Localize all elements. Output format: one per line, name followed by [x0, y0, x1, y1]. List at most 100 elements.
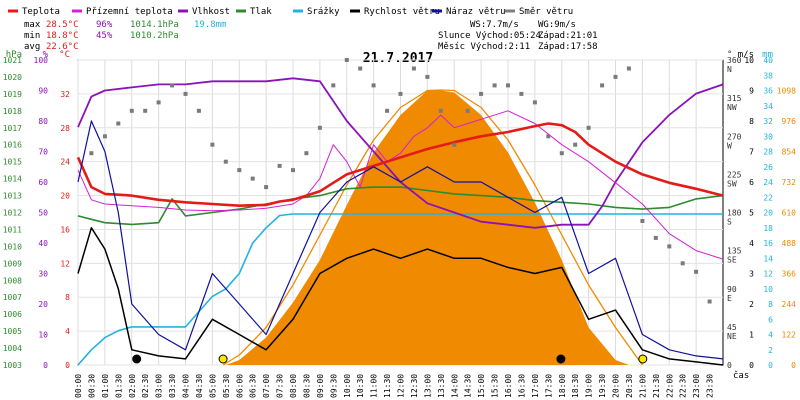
direction-axis-tick: NE	[727, 332, 737, 341]
rain-axis-tick: 24	[763, 178, 773, 187]
wind-direction-point	[156, 100, 161, 105]
time-tick-label: 07:30	[276, 374, 285, 398]
temperature-axis-tick: 4	[65, 327, 70, 336]
time-tick-label: 01:30	[114, 374, 123, 398]
wind-direction-point	[277, 163, 282, 168]
temperature-axis-tick: 8	[65, 293, 70, 302]
time-tick-label: 20:30	[625, 374, 634, 398]
humidity-axis-tick: 30	[38, 270, 48, 279]
time-tick-label: 18:00	[558, 374, 567, 398]
wind-direction-point	[371, 83, 376, 88]
time-tick-label: 21:30	[652, 374, 661, 398]
rain-axis-unit: mm	[762, 50, 773, 60]
solar-layer	[222, 89, 643, 366]
wind-gust-info: WG:9m/s	[538, 20, 576, 30]
time-tick-label: 11:30	[383, 374, 392, 398]
wind-axis-tick: 0	[749, 361, 754, 370]
direction-axis-tick: 225	[727, 170, 742, 179]
time-tick-label: 17:00	[531, 374, 540, 398]
wind-direction-point	[573, 142, 578, 147]
wind-axis-tick: 2	[749, 300, 754, 309]
temperature-axis-tick: 28	[60, 124, 70, 133]
direction-axis-tick: 135	[727, 247, 742, 256]
temperature-layer	[76, 122, 724, 207]
time-tick-label: 13:00	[423, 374, 432, 398]
solar-radiation-area	[225, 90, 629, 365]
pressure-axis-tick: 1015	[3, 158, 22, 167]
time-tick-label: 07:00	[262, 374, 271, 398]
rain-axis-tick: 6	[768, 315, 773, 324]
solar-axis-tick: 366	[782, 270, 797, 279]
solar-axis-tick: 854	[782, 148, 797, 157]
time-tick-label: 08:00	[289, 374, 298, 398]
rain-axis-tick: 14	[763, 254, 773, 263]
pressure-axis-tick: 1004	[3, 344, 22, 353]
temperature-axis-tick: 0	[65, 361, 70, 370]
wind-direction-point	[116, 121, 121, 126]
wind-direction-point	[653, 235, 658, 240]
solar-axis-tick: 1098	[777, 87, 796, 96]
wind-direction-point	[438, 108, 443, 113]
wind-direction-point	[519, 91, 524, 96]
wind-direction-point	[183, 91, 188, 96]
stat-avg-temp: 22.6°C	[46, 42, 79, 52]
time-tick-label: 02:30	[141, 374, 150, 398]
pressure-axis-tick: 1003	[3, 361, 22, 370]
solar-axis-tick: 732	[782, 178, 797, 187]
humidity-axis-tick: 100	[34, 56, 49, 65]
pressure-axis-tick: 1019	[3, 90, 22, 99]
humidity-axis-tick: 0	[43, 361, 48, 370]
wind-direction-point	[237, 168, 242, 173]
stat-avg-label: avg	[24, 42, 40, 52]
time-tick-label: 08:30	[302, 374, 311, 398]
solar-axis-tick: 0	[791, 361, 796, 370]
wind-axis-unit: m/s	[738, 50, 754, 60]
solar-axis-tick: 488	[782, 239, 797, 248]
time-tick-label: 23:00	[692, 374, 701, 398]
pressure-axis-tick: 1009	[3, 259, 22, 268]
time-tick-label: 06:30	[249, 374, 258, 398]
time-tick-label: 00:00	[74, 374, 83, 398]
time-tick-label: 20:00	[612, 374, 621, 398]
info-panel: WS:7.7m/s WG:9m/s Slunce Východ:05:24 Zá…	[438, 20, 598, 52]
wind-axis-tick: 9	[749, 87, 754, 96]
time-tick-label: 11:00	[370, 374, 379, 398]
solar-max-line	[222, 89, 643, 366]
wind-direction-point	[385, 108, 390, 113]
pressure-layer	[77, 186, 724, 226]
temperature-axis-tick: 20	[60, 192, 70, 201]
time-tick-label: 23:30	[706, 374, 715, 398]
rain-line	[77, 213, 723, 366]
pressure-axis-tick: 1021	[3, 56, 22, 65]
direction-axis-tick: SW	[727, 179, 737, 188]
wind-direction-point	[452, 142, 457, 147]
wind-direction-point	[667, 244, 672, 249]
rain-axis-tick: 30	[763, 132, 773, 141]
rain-axis-tick: 34	[763, 102, 773, 111]
time-tick-label: 04:00	[182, 374, 191, 398]
pressure-axis-tick: 1010	[3, 242, 22, 251]
wind-axis-tick: 3	[749, 270, 754, 279]
stat-max-temp: 28.5°C	[46, 20, 79, 30]
time-tick-label: 05:00	[208, 374, 217, 398]
direction-axis-tick: NW	[727, 103, 737, 112]
stat-min-temp: 18.8°C	[46, 31, 79, 41]
wind-direction-point	[398, 91, 403, 96]
wind-direction-point	[223, 159, 228, 164]
wind-direction-point	[640, 219, 645, 223]
pressure-axis-tick: 1005	[3, 327, 22, 336]
axes: hPa1003100410051006100710081009101010111…	[3, 50, 796, 370]
rain-axis-tick: 18	[763, 224, 773, 233]
wind-direction-point	[210, 142, 215, 147]
time-tick-label: 10:30	[356, 374, 365, 398]
rain-axis-tick: 20	[763, 209, 773, 218]
wind-direction-point	[143, 108, 148, 113]
wind-direction-point	[626, 66, 631, 71]
direction-axis-tick: 270	[727, 132, 742, 141]
direction-axis-tick: S	[727, 218, 732, 227]
wind-direction-point	[465, 108, 470, 113]
direction-axis-tick: W	[727, 141, 732, 150]
legend-label: Teplota	[22, 7, 60, 17]
direction-axis-tick: 180	[727, 209, 742, 218]
wind-direction-point	[411, 66, 416, 71]
